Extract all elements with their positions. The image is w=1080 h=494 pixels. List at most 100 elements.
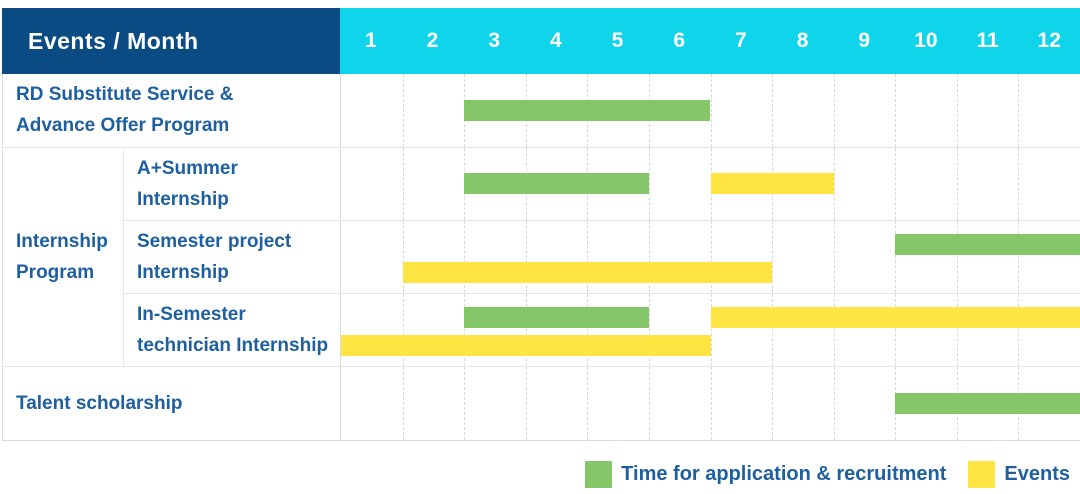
month-gridline [1018, 147, 1020, 220]
timeline-area-rd-substitute-service [340, 74, 1080, 147]
row-label-line: Semester project [137, 231, 292, 252]
gantt-bar-events [710, 307, 1080, 329]
row-label-line: Talent scholarship [16, 393, 183, 415]
row-label-semester-project-internship: Semester project Internship [124, 221, 340, 293]
legend: Time for application & recruitment Event… [585, 459, 1070, 489]
month-gridline [464, 367, 466, 440]
month-gridline [648, 294, 650, 367]
timeline-area-talent-scholarship [340, 367, 1080, 440]
month-gridline [772, 74, 774, 147]
row-label-a-plus-summer-internship: A+Summer Internship [124, 148, 340, 220]
month-gridline [833, 367, 835, 440]
gantt-bar-events [402, 261, 773, 283]
month-header-cell-6: 6 [673, 29, 686, 52]
month-gridline [648, 367, 650, 440]
row-rd-substitute-service: RD Substitute Service & Advance Offer Pr… [3, 74, 1080, 147]
month-gridline [833, 220, 835, 294]
month-gridline [956, 74, 958, 147]
month-gridline [833, 74, 835, 147]
month-gridline [648, 147, 650, 220]
internship-program-group: Internship Program A+Summer Internship S… [3, 146, 1080, 367]
row-in-semester-technician-internship: In-Semester technician Internship [124, 293, 1080, 367]
month-gridline [895, 74, 897, 147]
table-body: RD Substitute Service & Advance Offer Pr… [2, 74, 1080, 441]
month-gridline [710, 294, 712, 367]
month-gridline [402, 220, 404, 294]
month-gridline [525, 367, 527, 440]
month-header-cell-10: 10 [914, 29, 938, 52]
month-gridline [587, 294, 589, 367]
month-gridline [956, 220, 958, 294]
gantt-bar-application [464, 99, 711, 121]
row-label-line: RD Substitute Service & [16, 84, 234, 106]
gantt-bar-events [341, 335, 711, 357]
month-gridline [833, 147, 835, 220]
month-gridline [402, 367, 404, 440]
month-gridline [772, 220, 774, 294]
month-gridline [772, 367, 774, 440]
row-label-rd-substitute-service: RD Substitute Service & Advance Offer Pr… [3, 74, 340, 147]
month-gridline [402, 294, 404, 367]
legend-swatch-events [968, 460, 996, 488]
month-gridline [895, 147, 897, 220]
gantt-bar-application [895, 233, 1080, 255]
group-label-line: Program [16, 262, 95, 283]
month-gridline [956, 294, 958, 367]
month-gridline [587, 367, 589, 440]
group-label-line: Internship [16, 231, 108, 252]
month-header-cell-1: 1 [364, 29, 377, 52]
row-label-line: technician Internship [137, 335, 329, 357]
month-gridline [956, 147, 958, 220]
month-gridline [402, 74, 404, 147]
row-label-line: A+Summer [137, 157, 238, 179]
months-header: 1 2 3 4 5 6 7 8 9 10 11 12 [340, 8, 1080, 74]
legend-swatch-application [585, 460, 613, 488]
internship-program-rows: A+Summer Internship Semester project Int… [124, 147, 1080, 367]
month-gridline [464, 294, 466, 367]
month-gridline [1018, 220, 1020, 294]
row-semester-project-internship: Semester project Internship [124, 219, 1080, 294]
month-gridline [587, 220, 589, 294]
month-gridline [525, 294, 527, 367]
legend-label-application: Time for application & recruitment [621, 462, 947, 485]
month-gridline [710, 220, 712, 294]
corner-header-cell: Events / Month [2, 8, 340, 74]
group-label-internship-program: Internship Program [3, 147, 124, 367]
month-gridline [895, 294, 897, 367]
month-header-cell-11: 11 [976, 29, 999, 52]
corner-header-label: Events / Month [28, 27, 199, 54]
month-gridline [464, 220, 466, 294]
row-label-line: Internship [137, 262, 229, 283]
month-gridline [710, 367, 712, 440]
legend-label-events: Events [1004, 462, 1070, 485]
row-label-in-semester-technician-internship: In-Semester technician Internship [124, 294, 340, 366]
gantt-bar-application [895, 393, 1080, 415]
month-gridline [833, 294, 835, 367]
month-header-cell-4: 4 [550, 29, 562, 52]
gantt-bar-application [464, 307, 649, 329]
month-gridline [1018, 294, 1020, 367]
timeline-area-a-plus-summer-internship [340, 147, 1080, 220]
month-header-cell-5: 5 [611, 29, 624, 52]
month-header-cell-12: 12 [1037, 29, 1061, 52]
month-header-cell-2: 2 [426, 29, 439, 52]
row-label-talent-scholarship: Talent scholarship [3, 367, 340, 440]
row-label-line: Internship [137, 188, 229, 210]
month-gridline [402, 147, 404, 220]
month-gridline [710, 74, 712, 147]
timeline-area-in-semester-technician-internship [340, 294, 1080, 367]
month-gridline [648, 220, 650, 294]
month-gridline [525, 220, 527, 294]
month-header-cell-8: 8 [796, 29, 809, 52]
gantt-bar-application [464, 173, 649, 195]
month-header-cell-7: 7 [735, 29, 747, 52]
table-header-row: Events / Month 1 2 3 4 5 6 7 8 9 10 11 12 [2, 8, 1080, 74]
row-label-line: Advance Offer Program [16, 115, 230, 137]
month-gridline [772, 294, 774, 367]
row-a-plus-summer-internship: A+Summer Internship [124, 147, 1080, 220]
gantt-table: Events / Month 1 2 3 4 5 6 7 8 9 10 11 12 RD Substi… [2, 8, 1080, 441]
month-header-cell-9: 9 [858, 29, 871, 52]
row-label-line: In-Semester [137, 304, 246, 326]
gantt-bar-events [710, 173, 834, 195]
